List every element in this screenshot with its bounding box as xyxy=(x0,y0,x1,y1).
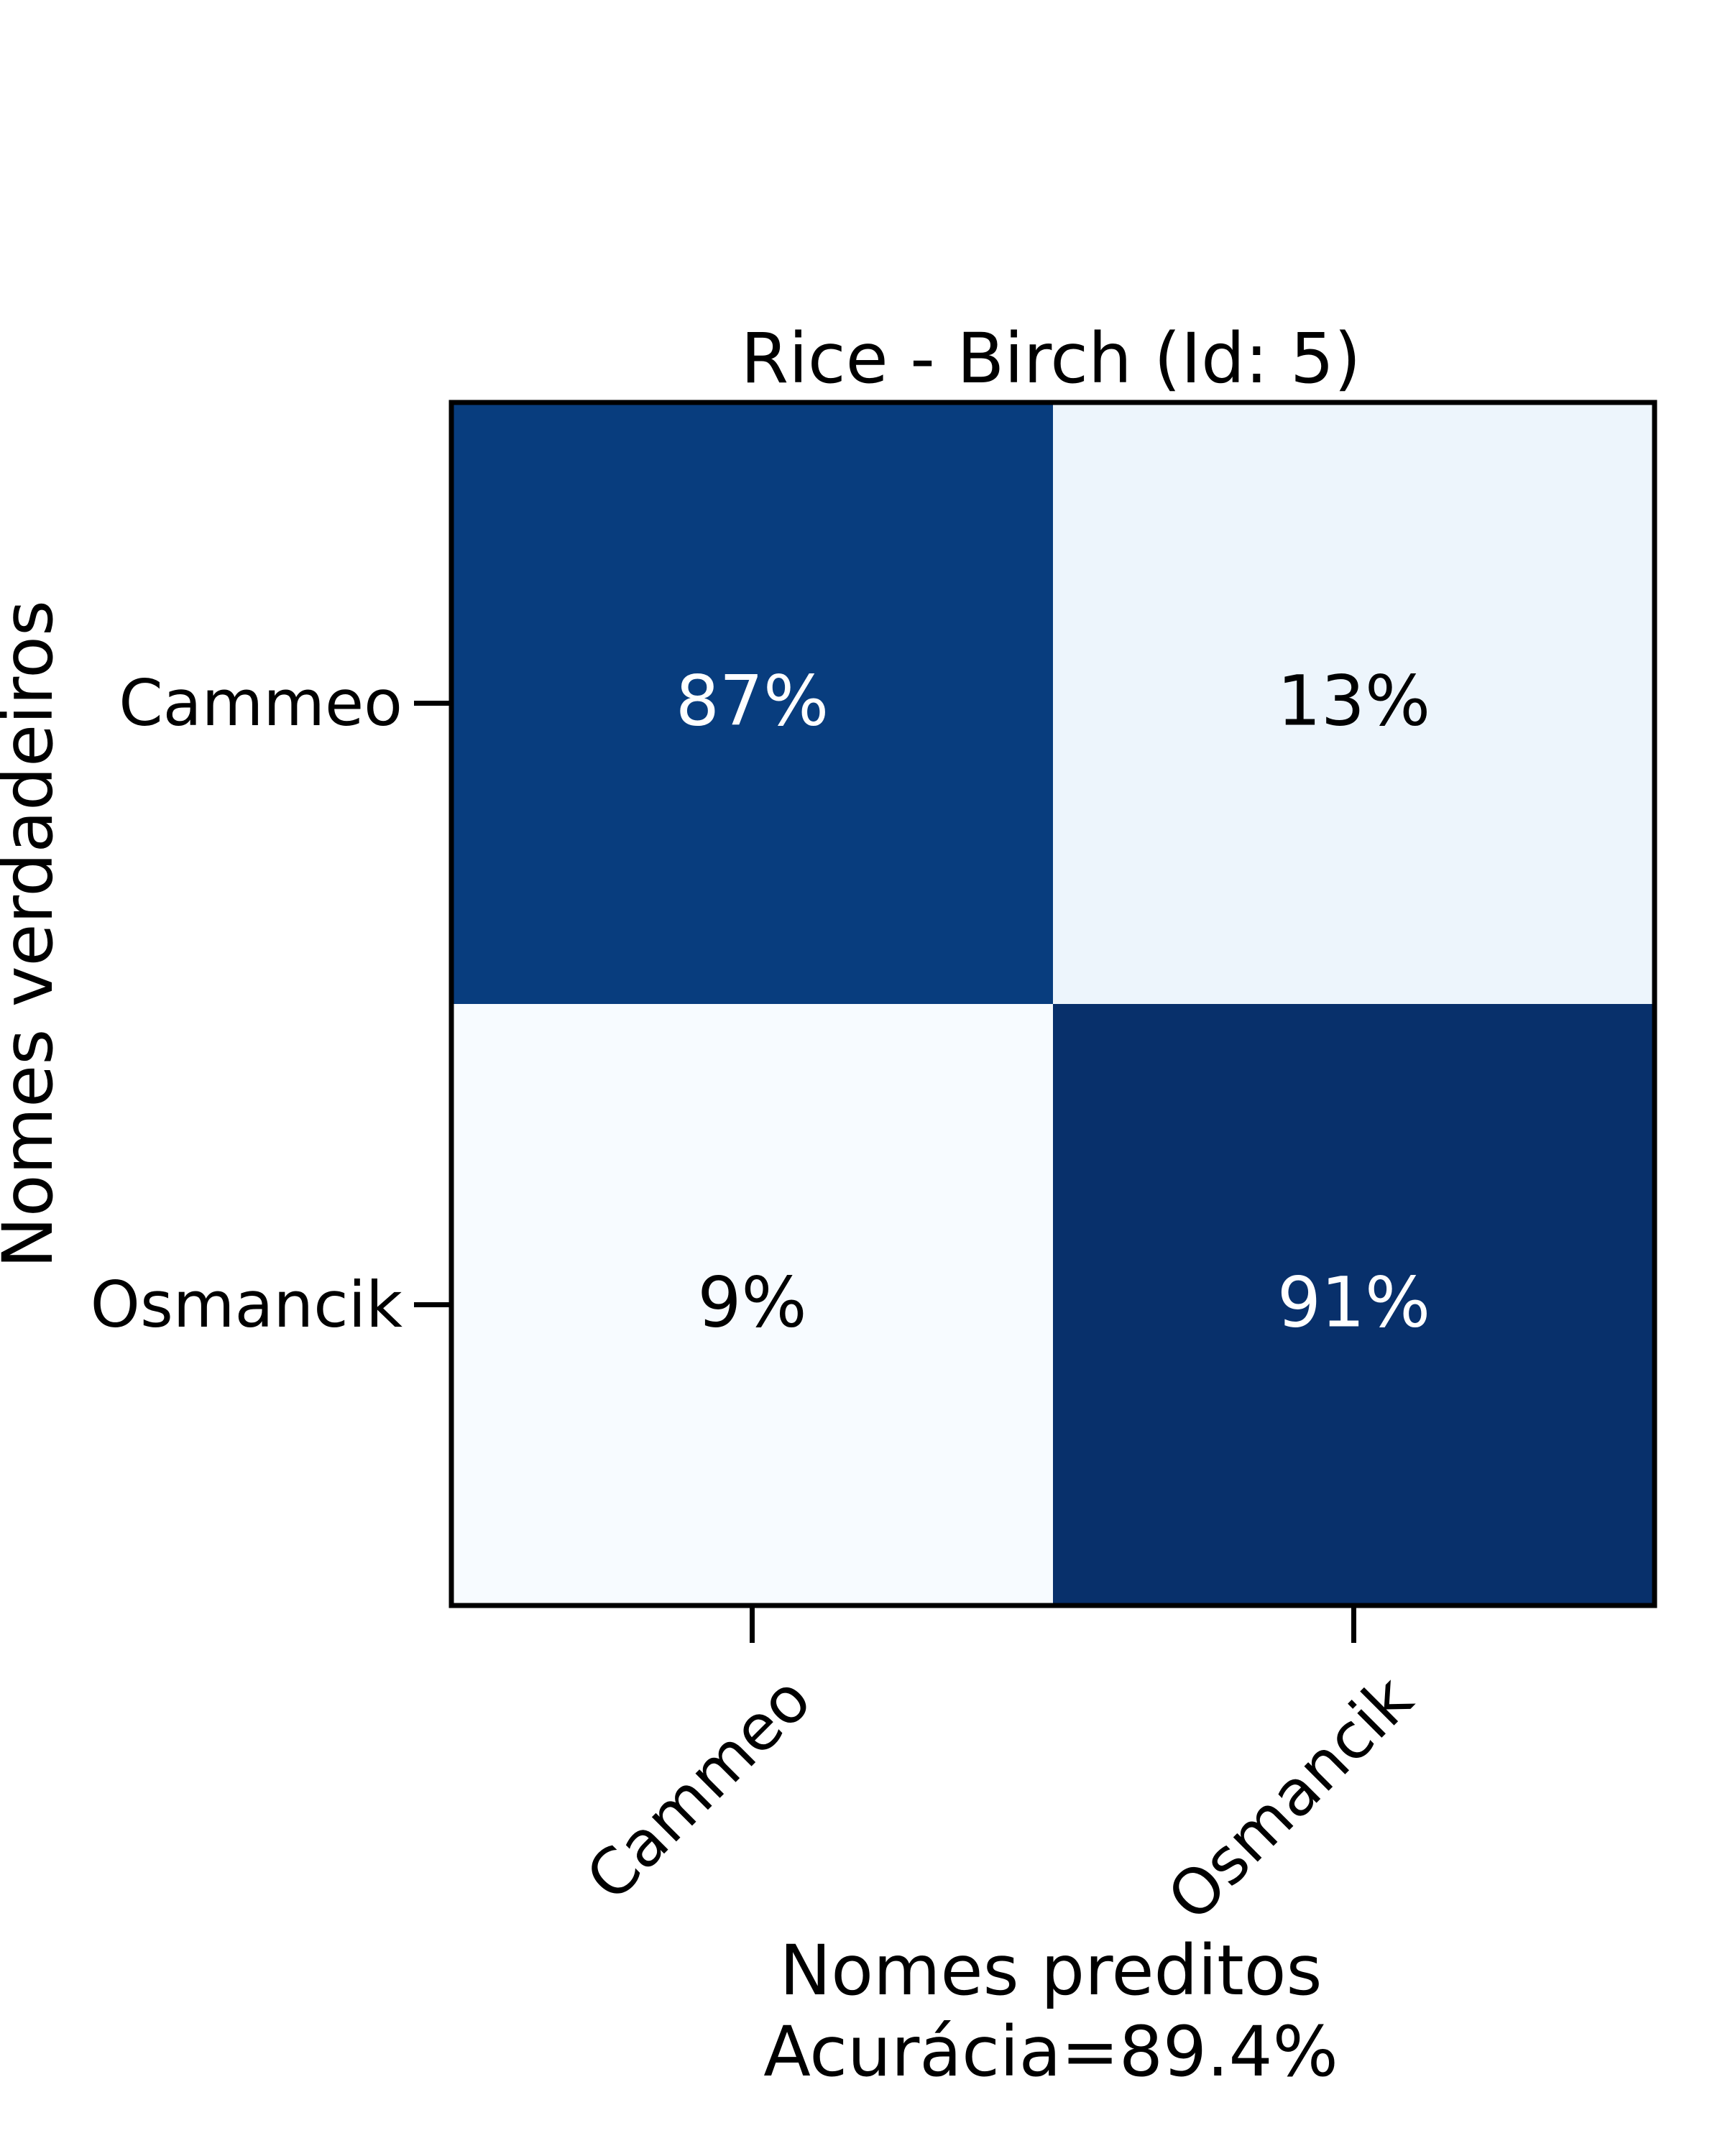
heatmap-cell-osmancik-osmancik xyxy=(1053,1004,1655,1606)
x-axis-label: Nomes preditos xyxy=(779,1930,1322,2011)
x-tick-label-osmancik: Osmancik xyxy=(1154,1662,1427,1935)
heatmap-cell-cammeo-cammeo xyxy=(451,402,1054,1005)
heatmap-cells: 87% 13% 9% 91% xyxy=(451,402,1655,1606)
plot-frame xyxy=(448,400,1657,1608)
x-tick-label-cammeo: Cammeo xyxy=(572,1662,825,1915)
heatmap-cell-cammeo-osmancik xyxy=(1053,402,1655,1005)
cell-value-label: 91% xyxy=(1277,1263,1430,1343)
chart-title: Rice - Birch (Id: 5) xyxy=(740,318,1361,399)
y-tick-label-cammeo: Cammeo xyxy=(119,666,402,740)
cell-value-label: 9% xyxy=(697,1263,806,1343)
y-axis-label: Nomes verdadeiros xyxy=(0,600,68,1268)
heatmap-cell-osmancik-cammeo xyxy=(451,1004,1054,1606)
accuracy-label: Acurácia=89.4% xyxy=(763,2012,1338,2092)
cell-value-label: 13% xyxy=(1277,661,1430,742)
cell-value-label: 87% xyxy=(676,661,829,742)
y-tick-label-osmancik: Osmancik xyxy=(91,1268,402,1342)
